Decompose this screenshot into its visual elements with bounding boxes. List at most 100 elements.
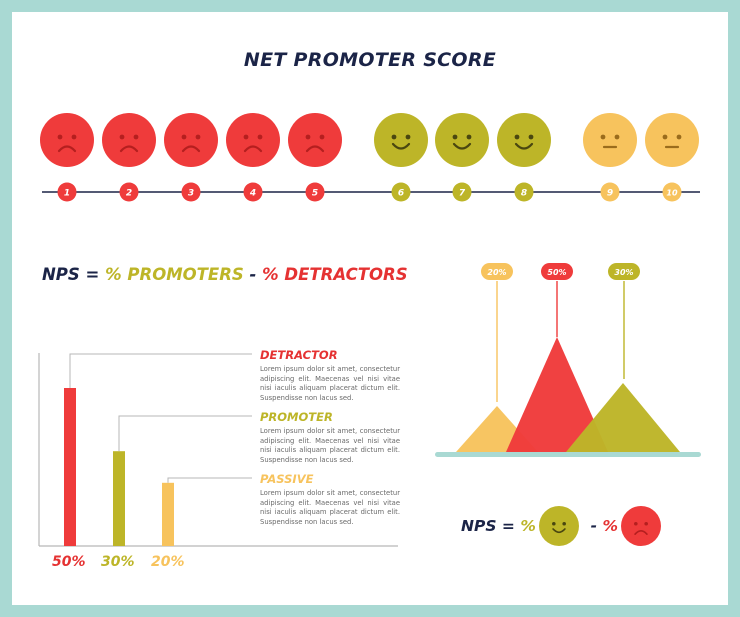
category-text-passive: Lorem ipsum dolor sit amet, consectetur …: [260, 489, 400, 527]
scale-marker: [119, 182, 139, 202]
formula-equals: =: [85, 265, 100, 284]
triangle-badge: [541, 263, 573, 280]
left-eye: [514, 134, 520, 140]
face-circle: [164, 113, 218, 167]
face-happy-icon: [497, 113, 551, 167]
right-eye: [528, 134, 534, 140]
face-neutral-icon: [645, 113, 699, 167]
connector-line-detractor: [69, 353, 252, 388]
right-eye: [319, 134, 325, 140]
formula-minus: -: [249, 265, 257, 284]
sad-mouth: [119, 145, 139, 153]
left-eye: [600, 134, 606, 140]
face-sad-icon: [288, 113, 342, 167]
scale-marker: [391, 182, 411, 202]
nps-label: NPS: [461, 517, 497, 535]
formula-nps: NPS: [42, 265, 80, 284]
nps-formula: NPS = % PROMOTERS - % DETRACTORS: [42, 265, 408, 284]
face-happy-icon: [435, 113, 489, 167]
scale-number-9: 9: [607, 189, 613, 199]
triangle-50pct: [506, 337, 608, 452]
left-eye: [391, 134, 397, 140]
scale-number-4: 4: [249, 189, 256, 199]
category-label-promoter: PROMOTER: [260, 410, 333, 424]
left-eye: [662, 134, 668, 140]
bar-label-promoter: 30%: [101, 554, 135, 570]
sad-mouth: [243, 145, 263, 153]
face-circle: [583, 113, 637, 167]
nps-percent-detractors: %: [602, 517, 619, 535]
triangle-badge-label: 50%: [547, 268, 566, 277]
happy-mouth: [552, 528, 566, 534]
sad-mouth: [181, 145, 201, 153]
nps-equals: =: [501, 517, 515, 535]
face-circle: [645, 113, 699, 167]
face-circle: [226, 113, 280, 167]
right-eye: [562, 522, 566, 526]
scale-marker: [57, 182, 77, 202]
sad-mouth: [57, 145, 77, 153]
right-eye: [644, 522, 648, 526]
face-circle: [497, 113, 551, 167]
left-eye: [119, 134, 125, 140]
face-circle: [374, 113, 428, 167]
face-sad-icon: [164, 113, 218, 167]
scale-marker: [181, 182, 201, 202]
scale-marker: [243, 182, 263, 202]
left-eye: [243, 134, 249, 140]
triangle-30pct: [566, 383, 680, 452]
happy-mouth: [452, 142, 472, 150]
face-circle: [621, 506, 661, 546]
scale-number-8: 8: [521, 189, 527, 199]
right-eye: [71, 134, 77, 140]
connector-line-passive: [167, 477, 252, 483]
scale-marker: [662, 182, 682, 202]
face-neutral-icon: [583, 113, 637, 167]
scale-marker: [305, 182, 325, 202]
triangle-baseline: [435, 452, 701, 457]
bar-promoter: [113, 451, 125, 546]
scale-marker: [514, 182, 534, 202]
sad-mouth: [305, 145, 325, 153]
category-text-detractor: Lorem ipsum dolor sit amet, consectetur …: [260, 365, 400, 403]
right-eye: [257, 134, 263, 140]
face-sad-icon: [226, 113, 280, 167]
face-circle: [435, 113, 489, 167]
triangle-badge: [608, 263, 640, 280]
category-label-detractor: DETRACTOR: [260, 348, 338, 362]
triangle-badge-label: 20%: [487, 268, 506, 277]
scale-number-1: 1: [64, 189, 70, 199]
nps-visual-formula: NPS = % - %: [461, 517, 618, 535]
left-eye: [181, 134, 187, 140]
right-eye: [614, 134, 620, 140]
right-eye: [133, 134, 139, 140]
scale-number-7: 7: [459, 189, 466, 199]
infographic-card: [12, 12, 728, 605]
scale-number-3: 3: [188, 189, 194, 199]
right-eye: [405, 134, 411, 140]
face-circle: [288, 113, 342, 167]
right-eye: [676, 134, 682, 140]
face-circle: [40, 113, 94, 167]
triangle-badge-label: 30%: [614, 268, 633, 277]
happy-mouth: [391, 142, 411, 150]
face-sad-icon: [40, 113, 94, 167]
happy-mouth: [514, 142, 534, 150]
bar-detractor: [64, 388, 76, 546]
scale-number-5: 5: [312, 189, 318, 199]
left-eye: [305, 134, 311, 140]
category-label-passive: PASSIVE: [260, 472, 314, 486]
left-eye: [57, 134, 63, 140]
left-eye: [634, 522, 638, 526]
right-eye: [466, 134, 472, 140]
scale-marker: [452, 182, 472, 202]
left-eye: [452, 134, 458, 140]
connector-line-promoter: [118, 415, 252, 452]
happy-face-icon: [539, 506, 579, 546]
scale-number-10: 10: [666, 189, 678, 198]
sad-mouth: [634, 530, 648, 535]
bar-label-detractor: 50%: [52, 554, 86, 570]
